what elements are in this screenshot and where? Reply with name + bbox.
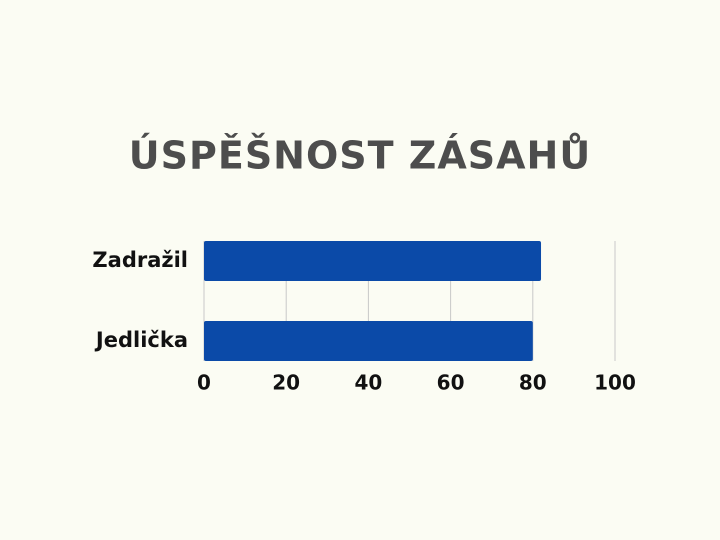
bar xyxy=(204,321,533,361)
x-tick-label: 60 xyxy=(437,371,465,395)
y-tick-label: Zadražil xyxy=(92,248,188,272)
x-tick-label: 80 xyxy=(519,371,547,395)
chart-title: ÚSPĚŠNOST ZÁSAHŮ xyxy=(129,134,591,178)
x-tick-label: 20 xyxy=(272,371,300,395)
x-tick-label: 100 xyxy=(594,371,636,395)
y-tick-label: Jedlička xyxy=(94,328,188,352)
x-tick-label: 40 xyxy=(354,371,382,395)
x-tick-label: 0 xyxy=(197,371,211,395)
bar xyxy=(204,241,542,281)
